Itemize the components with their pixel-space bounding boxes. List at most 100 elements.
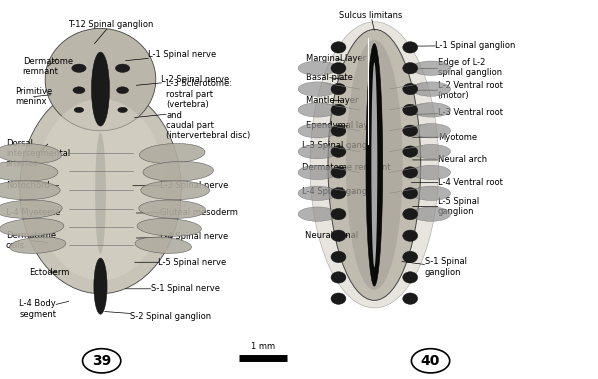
Text: S-1 Spinal
ganglion: S-1 Spinal ganglion — [402, 257, 466, 277]
Ellipse shape — [0, 144, 62, 163]
Text: L-5 Spinal nerve: L-5 Spinal nerve — [135, 258, 227, 267]
Ellipse shape — [298, 165, 337, 180]
Text: L-1 Spinal nerve: L-1 Spinal nerve — [126, 50, 216, 61]
Ellipse shape — [402, 208, 417, 220]
Ellipse shape — [402, 230, 417, 241]
Text: Marginal layer: Marginal layer — [306, 54, 367, 63]
Ellipse shape — [411, 165, 451, 180]
Ellipse shape — [346, 40, 403, 290]
Ellipse shape — [402, 272, 417, 283]
Text: L-4 Ventral root: L-4 Ventral root — [411, 178, 502, 187]
Ellipse shape — [0, 200, 62, 218]
Ellipse shape — [402, 146, 417, 157]
Ellipse shape — [117, 87, 129, 94]
Ellipse shape — [0, 181, 60, 200]
Ellipse shape — [139, 200, 206, 218]
Text: L-3 Ventral root: L-3 Ventral root — [408, 108, 503, 117]
Text: T-12 Spinal ganglion: T-12 Spinal ganglion — [68, 20, 153, 44]
Ellipse shape — [0, 219, 64, 236]
Text: L-4 Myotome: L-4 Myotome — [6, 208, 60, 217]
Ellipse shape — [35, 99, 166, 280]
Ellipse shape — [94, 258, 107, 314]
Ellipse shape — [402, 42, 417, 53]
Ellipse shape — [402, 167, 417, 178]
Ellipse shape — [331, 293, 346, 304]
Ellipse shape — [402, 125, 417, 136]
Text: S-1 Spinal nerve: S-1 Spinal nerve — [126, 284, 219, 293]
Text: L-2 Ventral root
(motor): L-2 Ventral root (motor) — [408, 80, 502, 100]
Ellipse shape — [331, 251, 346, 263]
Ellipse shape — [298, 207, 337, 221]
Text: S-2 Spinal ganglion: S-2 Spinal ganglion — [105, 312, 212, 321]
Text: Dermatome remnant: Dermatome remnant — [302, 163, 390, 172]
Text: Neural arch: Neural arch — [413, 155, 487, 164]
Ellipse shape — [331, 188, 346, 199]
Ellipse shape — [331, 125, 346, 136]
Ellipse shape — [298, 144, 337, 159]
Ellipse shape — [74, 107, 84, 113]
Ellipse shape — [331, 42, 346, 53]
Ellipse shape — [20, 85, 181, 294]
Ellipse shape — [331, 167, 346, 178]
Text: Dermatome
cells: Dermatome cells — [6, 231, 56, 251]
Ellipse shape — [95, 133, 106, 254]
Ellipse shape — [402, 251, 417, 263]
Ellipse shape — [411, 61, 451, 75]
Ellipse shape — [331, 208, 346, 220]
Ellipse shape — [402, 83, 417, 95]
Ellipse shape — [45, 28, 155, 131]
Ellipse shape — [141, 181, 210, 200]
Ellipse shape — [331, 146, 346, 157]
Text: Ependymal layer: Ependymal layer — [306, 121, 377, 130]
Ellipse shape — [411, 207, 451, 221]
Text: 39: 39 — [92, 354, 111, 368]
Ellipse shape — [411, 144, 451, 159]
Text: L-5 Spinal
ganglion: L-5 Spinal ganglion — [413, 197, 479, 216]
Text: L-1 Spinal ganglion: L-1 Spinal ganglion — [405, 41, 515, 50]
Ellipse shape — [298, 82, 337, 96]
Ellipse shape — [0, 161, 58, 181]
Ellipse shape — [310, 22, 439, 308]
Ellipse shape — [331, 83, 346, 95]
Text: Mantle layer: Mantle layer — [306, 96, 359, 105]
Ellipse shape — [118, 107, 127, 113]
Text: Sulcus limitans: Sulcus limitans — [339, 11, 402, 30]
Ellipse shape — [411, 124, 451, 138]
Ellipse shape — [298, 124, 337, 138]
Text: Gluteal mesoderm: Gluteal mesoderm — [136, 208, 238, 217]
Ellipse shape — [139, 144, 205, 163]
Text: Neural canal: Neural canal — [305, 231, 358, 240]
Ellipse shape — [328, 30, 421, 300]
Ellipse shape — [402, 188, 417, 199]
Text: Basal plate: Basal plate — [306, 73, 353, 82]
Text: Dorsal
intersegmental
arteries: Dorsal intersegmental arteries — [6, 139, 70, 168]
Ellipse shape — [115, 64, 130, 72]
Ellipse shape — [411, 103, 451, 117]
Text: Primitive
meninx: Primitive meninx — [15, 87, 52, 106]
Ellipse shape — [402, 104, 417, 116]
Ellipse shape — [137, 219, 202, 236]
Text: L-3 Spinal nerve: L-3 Spinal nerve — [133, 181, 228, 190]
Ellipse shape — [143, 161, 213, 181]
Text: L-4 Spinal nerve: L-4 Spinal nerve — [136, 232, 228, 241]
Ellipse shape — [402, 63, 417, 74]
Ellipse shape — [366, 44, 383, 286]
Ellipse shape — [331, 230, 346, 241]
Ellipse shape — [298, 186, 337, 200]
Text: L-3 Sclerotome:
rostral part
(vertebra)
and
caudal part
(intervertebral disc): L-3 Sclerotome: rostral part (vertebra) … — [135, 80, 251, 140]
Text: Myotome: Myotome — [413, 133, 477, 142]
Ellipse shape — [371, 63, 377, 267]
Ellipse shape — [331, 63, 346, 74]
Ellipse shape — [72, 64, 86, 72]
Ellipse shape — [402, 293, 417, 304]
Ellipse shape — [298, 61, 337, 75]
Text: 40: 40 — [421, 354, 440, 368]
Text: L-4 Spinal ganglion: L-4 Spinal ganglion — [302, 187, 382, 196]
Ellipse shape — [73, 87, 85, 94]
Text: 1 mm: 1 mm — [251, 341, 275, 351]
Text: Edge of L-2
spinal ganglion: Edge of L-2 spinal ganglion — [408, 58, 502, 77]
Ellipse shape — [331, 104, 346, 116]
Ellipse shape — [331, 272, 346, 283]
Text: Notochord: Notochord — [6, 181, 59, 190]
Ellipse shape — [10, 237, 66, 254]
